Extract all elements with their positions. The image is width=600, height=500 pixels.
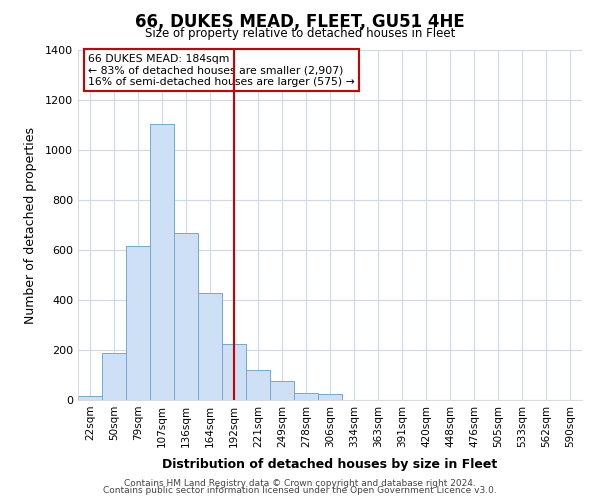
Bar — [294, 392, 318, 400]
Text: Contains HM Land Registry data © Crown copyright and database right 2024.: Contains HM Land Registry data © Crown c… — [124, 478, 476, 488]
Text: Size of property relative to detached houses in Fleet: Size of property relative to detached ho… — [145, 28, 455, 40]
Text: 66, DUKES MEAD, FLEET, GU51 4HE: 66, DUKES MEAD, FLEET, GU51 4HE — [135, 12, 465, 30]
X-axis label: Distribution of detached houses by size in Fleet: Distribution of detached houses by size … — [163, 458, 497, 471]
Bar — [78, 396, 102, 400]
Bar — [198, 292, 222, 400]
Bar — [246, 370, 270, 400]
Text: Contains public sector information licensed under the Open Government Licence v3: Contains public sector information licen… — [103, 486, 497, 495]
Bar — [174, 232, 198, 400]
Bar — [126, 246, 150, 400]
Bar — [222, 344, 246, 400]
Text: 66 DUKES MEAD: 184sqm
← 83% of detached houses are smaller (2,907)
16% of semi-d: 66 DUKES MEAD: 184sqm ← 83% of detached … — [88, 54, 355, 86]
Bar — [270, 381, 294, 400]
Bar — [318, 394, 342, 400]
Y-axis label: Number of detached properties: Number of detached properties — [23, 126, 37, 324]
Bar — [150, 124, 174, 400]
Bar — [102, 352, 126, 400]
